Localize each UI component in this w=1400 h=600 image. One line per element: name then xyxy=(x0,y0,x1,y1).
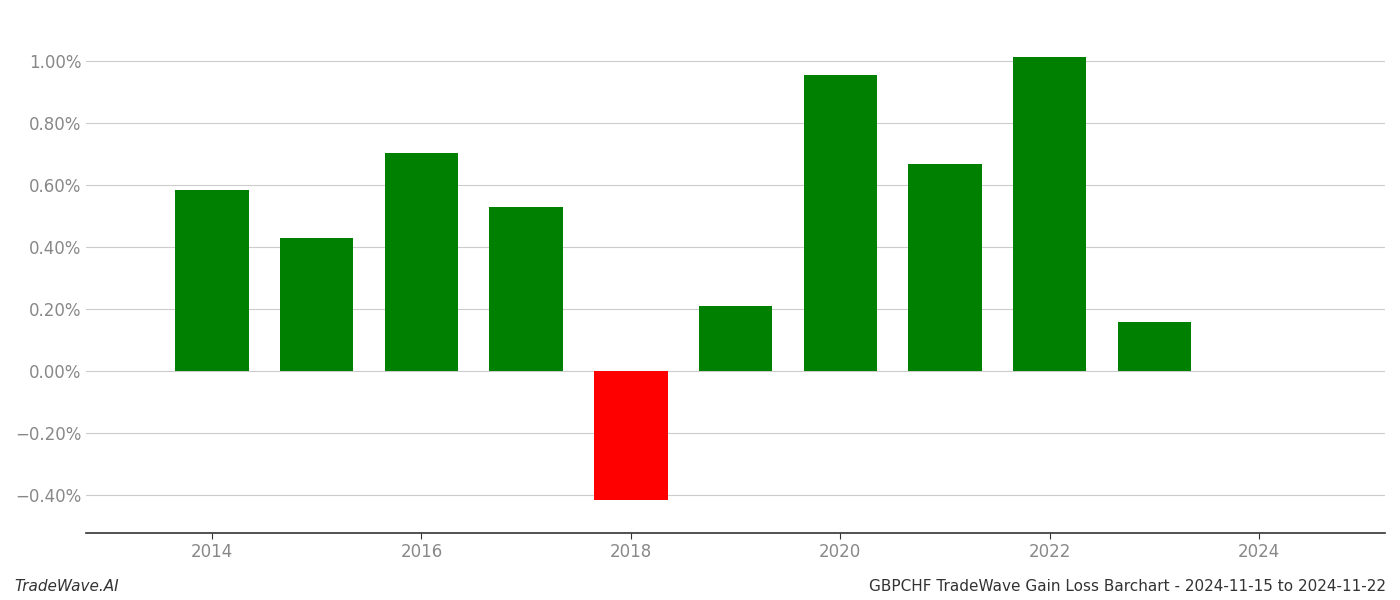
Bar xyxy=(280,238,353,371)
Bar xyxy=(175,190,249,371)
Bar xyxy=(1119,322,1191,371)
Bar xyxy=(490,207,563,371)
Bar xyxy=(699,307,773,371)
Bar xyxy=(804,76,876,371)
Text: GBPCHF TradeWave Gain Loss Barchart - 2024-11-15 to 2024-11-22: GBPCHF TradeWave Gain Loss Barchart - 20… xyxy=(869,579,1386,594)
Text: TradeWave.AI: TradeWave.AI xyxy=(14,579,119,594)
Bar xyxy=(594,371,668,500)
Bar xyxy=(1014,57,1086,371)
Bar xyxy=(385,153,458,371)
Bar xyxy=(909,164,981,371)
